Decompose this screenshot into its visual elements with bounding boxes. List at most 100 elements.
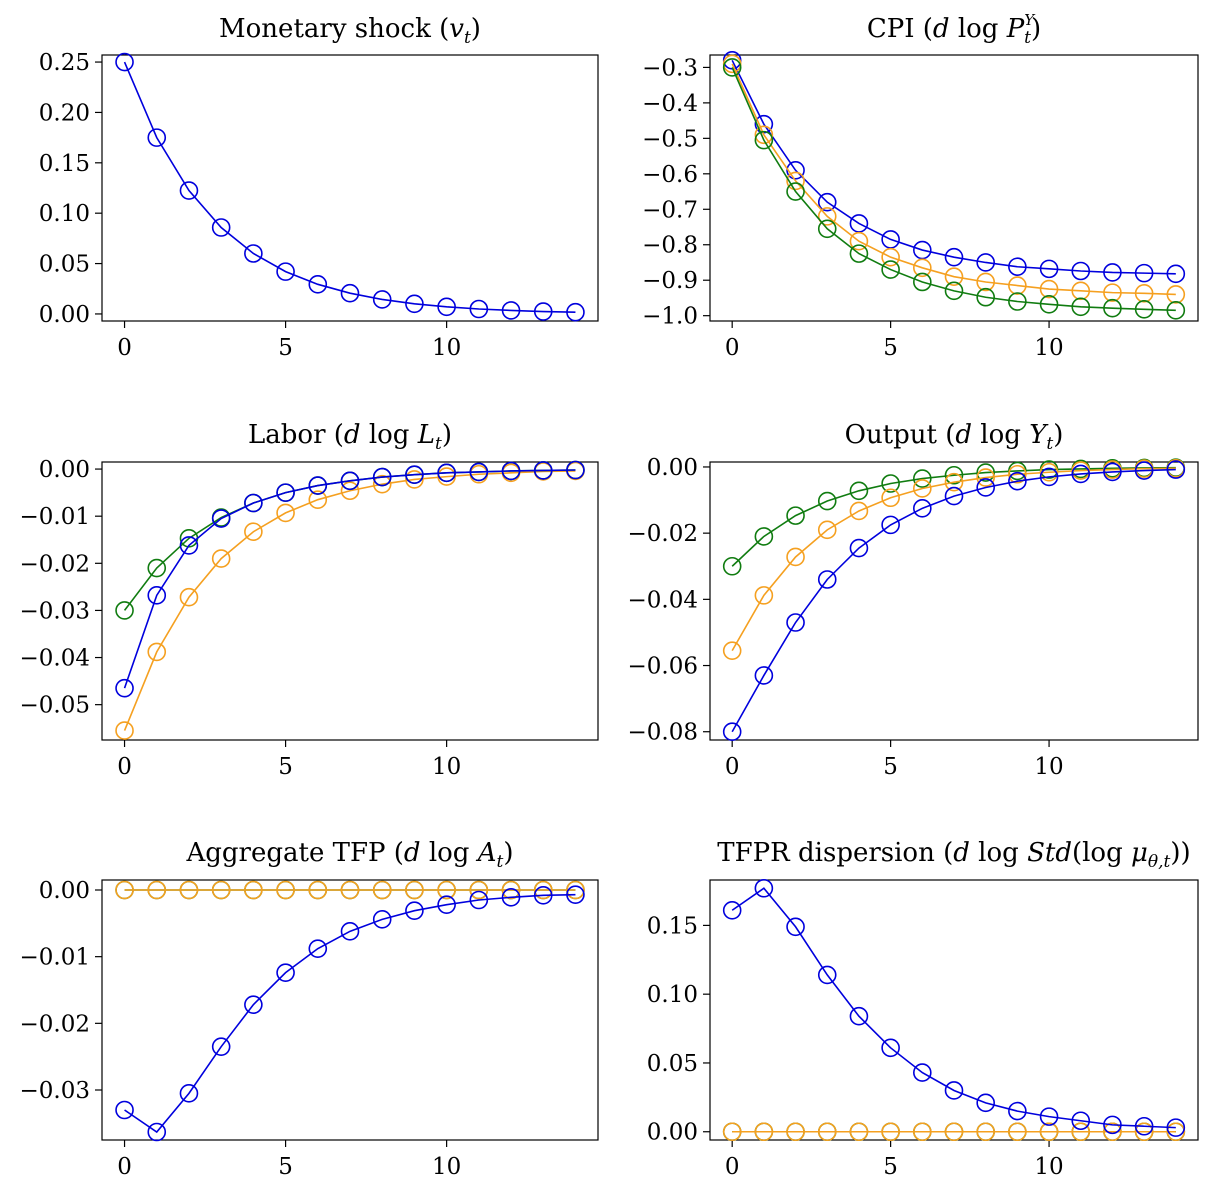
data-point: [944, 486, 964, 506]
data-point: [849, 481, 869, 501]
panel-2: CPI (d log PY t) −0.3 −0.4 −0.5 −0.6 −0.7 −0.8 −…: [642, 11, 1199, 361]
y-tick-label: −0.04: [20, 646, 90, 672]
data-point: [1134, 461, 1154, 480]
data-point: [976, 1122, 995, 1142]
data-point: [211, 549, 231, 568]
data-point: [913, 258, 932, 278]
data-point: [1166, 301, 1186, 320]
data-point: [437, 463, 456, 483]
y-tick-label: 0.10: [39, 201, 90, 227]
data-point: [913, 499, 932, 518]
data-point: [179, 1084, 199, 1103]
data-point: [1166, 1118, 1186, 1137]
data-point: [566, 302, 585, 322]
data-point: [566, 885, 585, 904]
data-point: [976, 287, 995, 307]
panel-5: Aggregate TFP (d log At) 0.00 −0.01 −0.02 −0…: [20, 838, 599, 1180]
data-point: [817, 491, 837, 511]
y-tick-label: −0.02: [628, 521, 698, 547]
y-tick-label: −0.02: [20, 1011, 90, 1037]
data-point: [211, 880, 231, 900]
data-point: [533, 880, 553, 900]
data-point: [147, 1122, 167, 1142]
series-blue: [115, 52, 585, 322]
plot-frame: [709, 879, 1199, 1141]
data-point: [340, 922, 360, 941]
data-point: [340, 880, 360, 900]
data-point: [1103, 263, 1122, 282]
data-point: [147, 128, 167, 147]
data-point: [501, 461, 521, 481]
data-point: [913, 1063, 932, 1082]
x-tick-label: 5: [278, 335, 293, 361]
data-point: [1103, 283, 1122, 302]
series-blue: [722, 878, 1186, 1137]
y-tick-label: −0.03: [20, 1078, 90, 1104]
x-tick-label: 10: [432, 335, 461, 361]
y-tick-label: −0.7: [642, 197, 698, 223]
data-point: [147, 586, 167, 605]
data-point: [849, 501, 869, 521]
data-point: [881, 515, 900, 535]
y-tick-label: −0.01: [20, 945, 90, 971]
series-blue: [722, 460, 1186, 742]
data-point: [115, 721, 134, 740]
y-tick-label: −1.0: [642, 304, 698, 330]
data-point: [1103, 1115, 1122, 1135]
series-line: [731, 466, 1176, 567]
data-point: [976, 468, 995, 487]
series-green: [722, 458, 1186, 576]
data-point: [340, 283, 360, 303]
series-green: [722, 58, 1186, 320]
data-point: [754, 125, 774, 145]
plot-frame: [709, 461, 1199, 741]
data-point: [147, 558, 167, 578]
panel-title: CPI (d log PY t): [867, 11, 1041, 48]
data-point: [276, 483, 295, 502]
series-line: [123, 469, 576, 689]
data-point: [944, 1122, 964, 1142]
data-point: [786, 506, 805, 525]
data-point: [405, 470, 424, 489]
data-point: [1039, 462, 1059, 482]
data-point: [1166, 460, 1186, 479]
x-tick-label: 0: [725, 1154, 740, 1180]
data-point: [179, 181, 199, 200]
data-point: [115, 601, 134, 620]
y-tick-label: 0.20: [39, 100, 90, 126]
data-point: [944, 247, 964, 267]
data-point: [881, 1122, 900, 1142]
data-point: [115, 678, 134, 698]
data-point: [913, 479, 932, 498]
data-point: [754, 527, 774, 546]
x-tick-label: 5: [883, 754, 898, 780]
data-point: [1039, 279, 1059, 299]
y-tick-label: 0.00: [39, 457, 90, 483]
data-point: [244, 522, 263, 542]
data-point: [817, 1122, 837, 1142]
data-point: [211, 1037, 231, 1056]
data-point: [754, 1122, 774, 1142]
data-point: [501, 301, 521, 320]
plot-frame: [709, 54, 1199, 322]
data-point: [244, 493, 263, 513]
data-point: [786, 917, 805, 937]
y-tick-label: −0.9: [642, 268, 698, 294]
data-point: [1071, 1111, 1091, 1131]
data-point: [147, 880, 167, 900]
data-point: [244, 244, 263, 263]
data-point: [1134, 263, 1154, 283]
data-point: [754, 114, 774, 134]
y-tick-label: −0.03: [20, 598, 90, 624]
data-point: [469, 299, 489, 319]
plot-frame: [101, 879, 599, 1141]
data-point: [1039, 295, 1059, 314]
data-point: [308, 476, 328, 495]
series-line: [731, 468, 1176, 733]
data-point: [976, 253, 995, 272]
series-orange: [722, 458, 1186, 660]
series-line: [123, 470, 576, 731]
data-point: [308, 275, 328, 294]
x-tick-label: 5: [883, 1154, 898, 1180]
